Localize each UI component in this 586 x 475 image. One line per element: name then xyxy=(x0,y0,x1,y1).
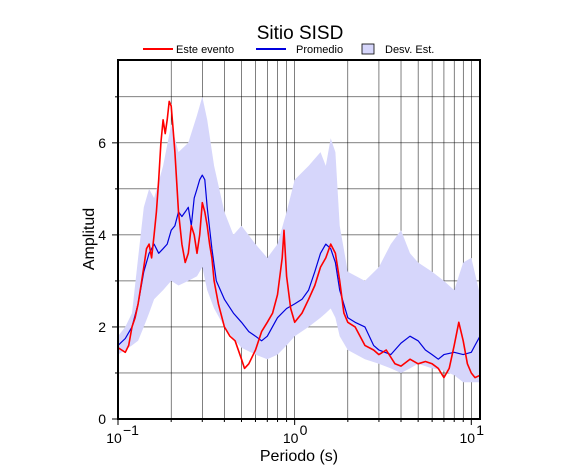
y-tick-label: 4 xyxy=(98,227,106,243)
x-tick-exponent: 0 xyxy=(300,422,308,438)
x-tick-label: 10 xyxy=(283,430,299,446)
plot-frame xyxy=(117,59,481,420)
x-tick-label: 10 xyxy=(460,430,476,446)
y-tick-label: 2 xyxy=(98,319,106,335)
y-tick-label: 6 xyxy=(98,135,106,151)
series-line xyxy=(118,174,480,360)
series-line xyxy=(118,100,480,379)
x-tick-label: 10 xyxy=(106,430,122,446)
x-axis-label: Periodo (s) xyxy=(260,448,338,465)
x-tick-exponent: −1 xyxy=(123,422,139,438)
legend-label: Promedio xyxy=(296,44,343,56)
legend: Este evento Promedio Desv. Est. xyxy=(143,43,434,56)
legend-label: Este evento xyxy=(176,44,234,56)
chart-title: Sitio SISD xyxy=(257,23,344,44)
y-tick-label: 0 xyxy=(98,411,106,427)
std-band-area xyxy=(118,96,480,383)
series-lines xyxy=(118,100,480,379)
y-axis-label: Amplitud xyxy=(81,208,98,270)
legend-label: Desv. Est. xyxy=(385,44,434,56)
legend-swatch xyxy=(361,43,375,55)
x-tick-exponent: 1 xyxy=(476,422,484,438)
std-band xyxy=(118,96,480,383)
